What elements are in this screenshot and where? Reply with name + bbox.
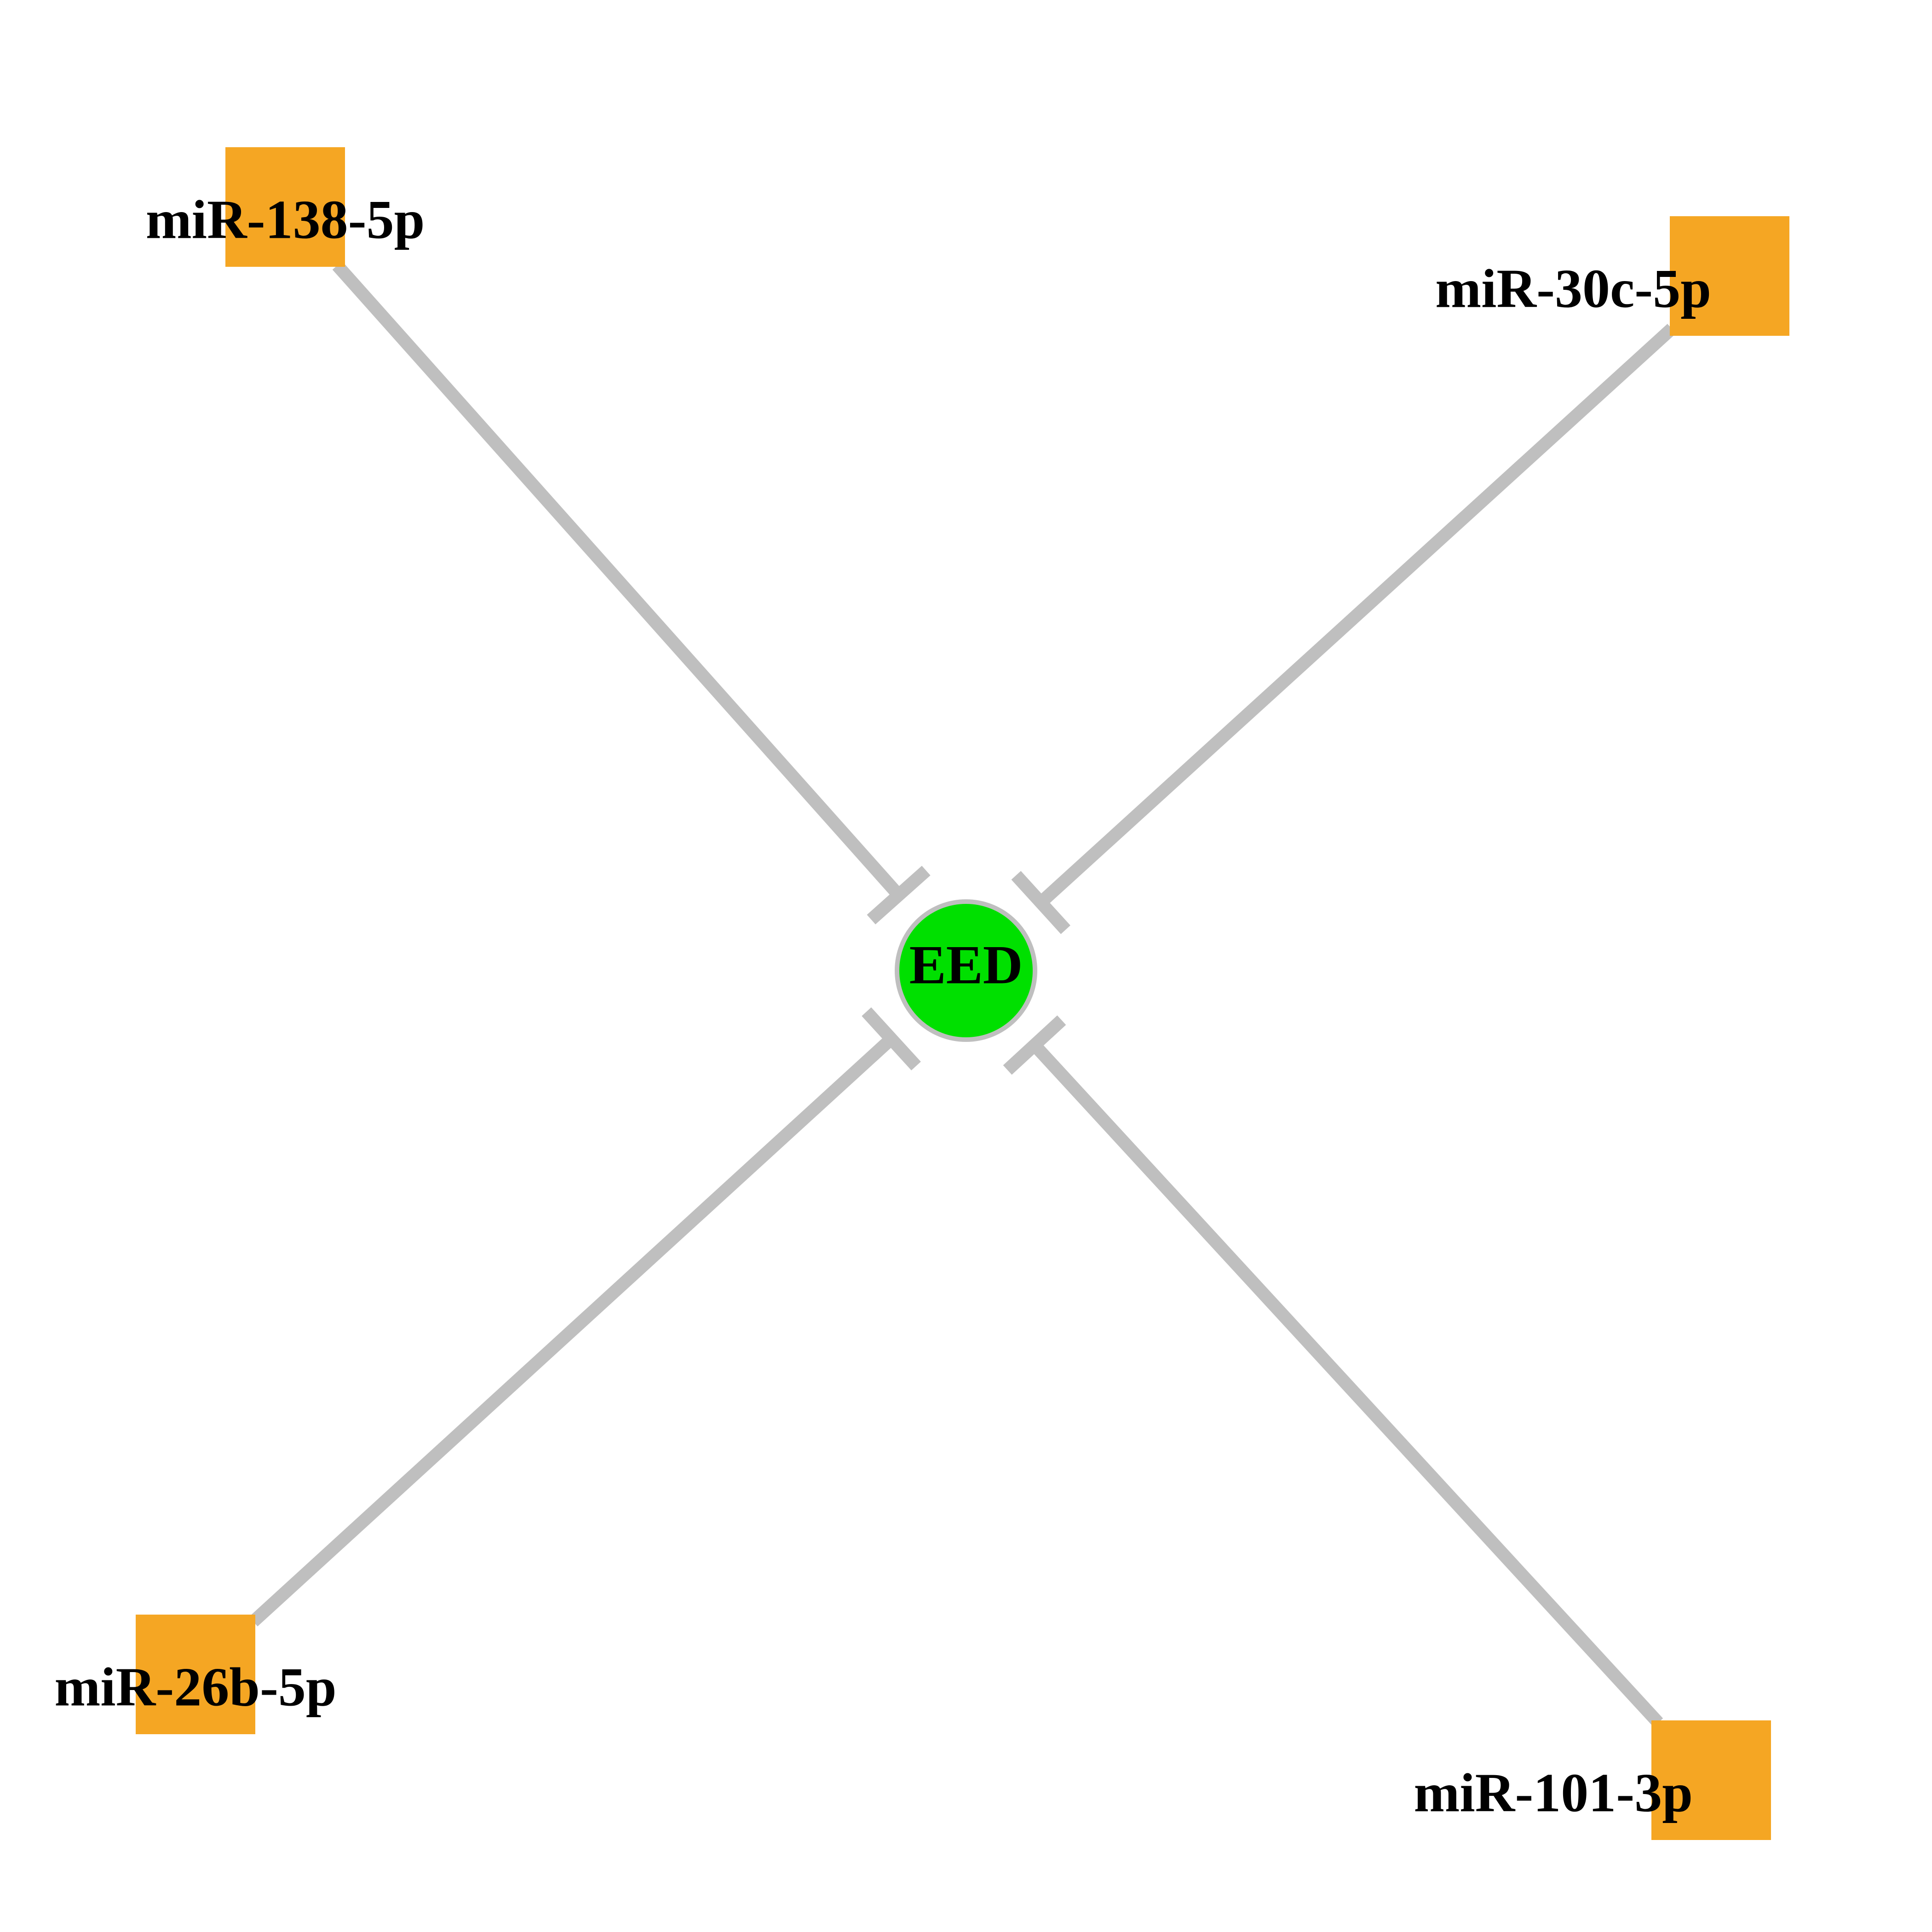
source-node-label: miR-26b-5p xyxy=(54,1656,336,1718)
source-node-label: miR-30c-5p xyxy=(1435,258,1711,319)
source-node-label: miR-138-5p xyxy=(146,189,425,250)
edge-line xyxy=(1035,1045,1658,1723)
edge-line xyxy=(1041,328,1672,903)
center-node-label: EED xyxy=(909,934,1023,995)
network-diagram: EED miR-138-5p miR-30c-5p miR-26b-5p miR-101… xyxy=(0,0,1932,1932)
edge-line xyxy=(253,1039,891,1622)
source-node-label: miR-101-3p xyxy=(1414,1762,1693,1823)
edge-line xyxy=(337,265,898,895)
